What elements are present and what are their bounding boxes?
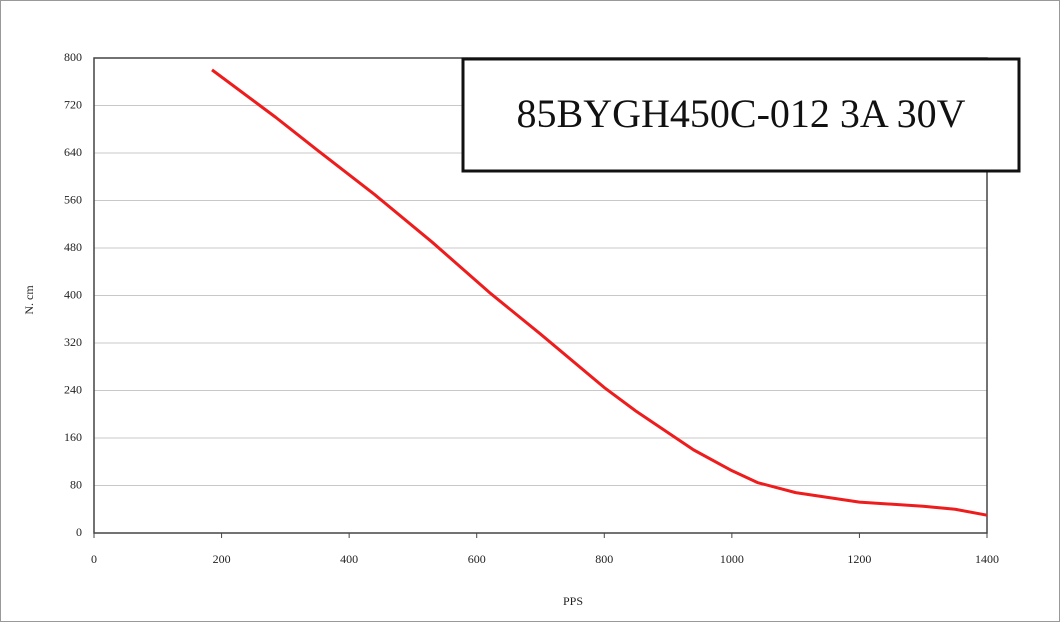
y-tick-label: 400 — [64, 287, 82, 301]
y-tick-label: 320 — [64, 335, 82, 349]
y-tick-label: 240 — [64, 382, 82, 396]
y-tick-label: 0 — [76, 525, 82, 539]
x-tick-label: 600 — [468, 552, 486, 566]
y-tick-label: 480 — [64, 240, 82, 254]
x-tick-label: 1400 — [975, 552, 999, 566]
y-tick-label: 160 — [64, 430, 82, 444]
y-tick-label: 800 — [64, 50, 82, 64]
title-box — [461, 57, 1021, 173]
x-tick-label: 800 — [595, 552, 613, 566]
y-axis-label: N. cm — [22, 285, 36, 315]
y-tick-label: 80 — [70, 477, 82, 491]
x-tick-label: 0 — [91, 552, 97, 566]
chart-title: 85BYGH450C-012 3A 30V — [517, 91, 966, 136]
y-tick-label: 560 — [64, 192, 82, 206]
y-tick-label: 640 — [64, 145, 82, 159]
x-tick-label: 200 — [213, 552, 231, 566]
y-tick-label: 720 — [64, 97, 82, 111]
x-axis-label: PPS — [563, 594, 583, 608]
x-tick-label: 1200 — [847, 552, 871, 566]
x-tick-label: 400 — [340, 552, 358, 566]
x-tick-label: 1000 — [720, 552, 744, 566]
line-series — [211, 68, 988, 517]
